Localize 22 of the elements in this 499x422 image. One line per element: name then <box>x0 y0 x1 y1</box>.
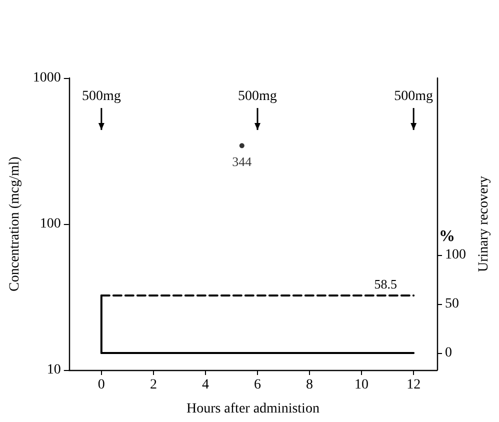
x-tick-label: 8 <box>306 378 314 392</box>
x-tick-label: 4 <box>202 378 209 392</box>
y-axis-title: Concentration (mcg/ml) <box>8 156 22 292</box>
y2-axis-title: Urinary recovery <box>476 176 492 272</box>
ref-line-label: 500mg <box>82 89 121 104</box>
data-label: 58.5 <box>374 276 397 292</box>
x-axis-title: Hours after administion <box>186 402 320 416</box>
x-tick-label: 10 <box>354 378 369 392</box>
y-tick-label: 1000 <box>32 70 61 86</box>
y2-tick-label: 100 <box>445 247 466 262</box>
y2-tick-label: 50 <box>445 296 459 312</box>
ref-line-label: 500mg <box>394 89 434 104</box>
x-tick-label: 2 <box>150 378 157 392</box>
x-tick-label: 12 <box>406 378 421 392</box>
text: % <box>439 228 455 245</box>
data-label: 344 <box>232 154 252 170</box>
x-tick-label: 6 <box>254 378 262 392</box>
y-tick-label: 100 <box>40 216 61 232</box>
ref-line-label: 500mg <box>238 89 277 104</box>
x-tick-label: 0 <box>98 378 105 392</box>
y2-tick-label: 0 <box>445 346 452 361</box>
y-tick-label: 10 <box>46 362 61 378</box>
